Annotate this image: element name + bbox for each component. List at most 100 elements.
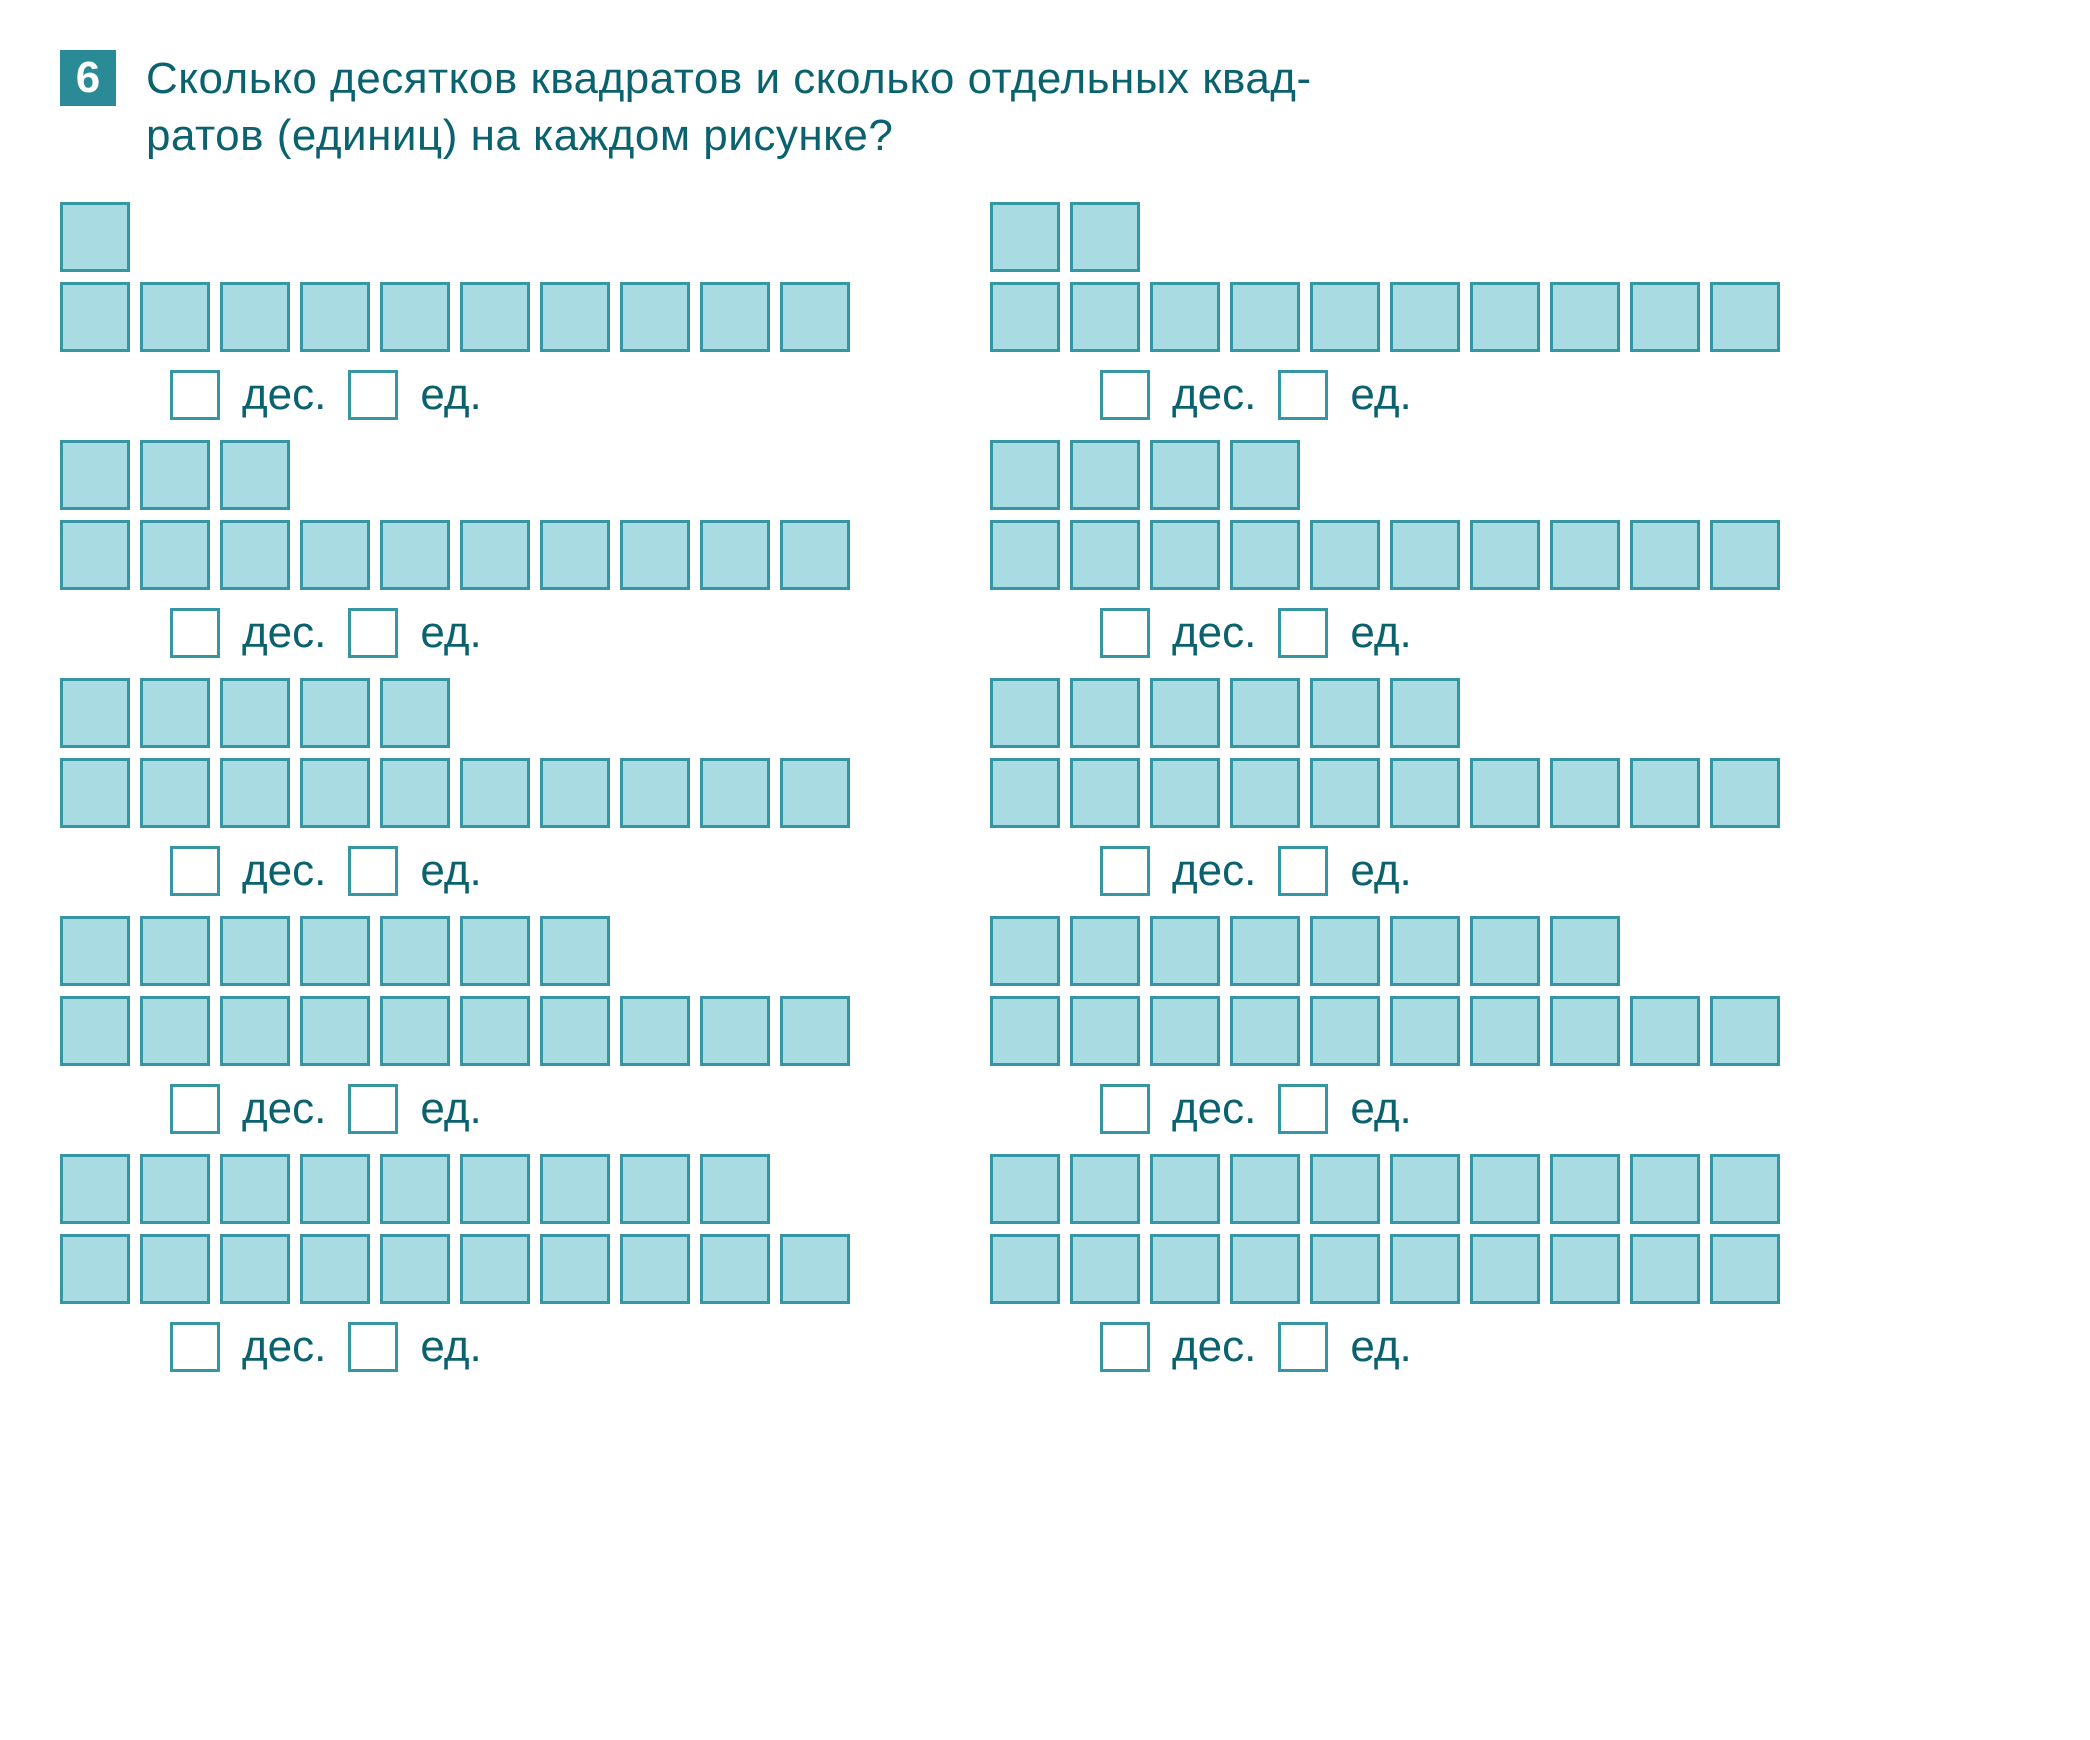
square-icon (1390, 1234, 1460, 1304)
exercise-number-badge: 6 (60, 50, 116, 106)
square-icon (780, 282, 850, 352)
square-icon (1070, 758, 1140, 828)
square-icon (140, 440, 210, 510)
square-icon (1630, 282, 1700, 352)
units-input-box[interactable] (348, 1322, 398, 1372)
square-icon (1710, 996, 1780, 1066)
square-row (990, 1154, 1780, 1224)
tens-label: дес. (1172, 846, 1256, 896)
tens-input-box[interactable] (170, 1322, 220, 1372)
exercise-header: 6 Сколько десятков квадратов и сколько о… (60, 50, 2030, 164)
square-icon (990, 678, 1060, 748)
square-icon (1630, 996, 1700, 1066)
square-row (990, 916, 1620, 986)
units-label: ед. (1350, 1322, 1411, 1372)
square-icon (220, 1234, 290, 1304)
tens-input-box[interactable] (170, 370, 220, 420)
units-label: ед. (420, 846, 481, 896)
square-row (60, 202, 130, 272)
square-icon (1630, 758, 1700, 828)
square-rows (990, 202, 1780, 352)
square-icon (1310, 678, 1380, 748)
tens-input-box[interactable] (1100, 1322, 1150, 1372)
units-input-box[interactable] (348, 370, 398, 420)
units-input-box[interactable] (348, 1084, 398, 1134)
square-icon (1310, 758, 1380, 828)
square-icon (1150, 520, 1220, 590)
units-label: ед. (1350, 846, 1411, 896)
square-row (990, 678, 1460, 748)
units-input-box[interactable] (1278, 370, 1328, 420)
square-row (60, 1234, 850, 1304)
square-icon (1390, 916, 1460, 986)
answer-line: дес.ед. (1100, 1322, 1412, 1372)
square-icon (1070, 996, 1140, 1066)
tens-input-box[interactable] (1100, 846, 1150, 896)
units-input-box[interactable] (1278, 846, 1328, 896)
units-input-box[interactable] (1278, 1084, 1328, 1134)
units-input-box[interactable] (1278, 608, 1328, 658)
units-input-box[interactable] (1278, 1322, 1328, 1372)
units-input-box[interactable] (348, 608, 398, 658)
worksheet-page: 6 Сколько десятков квадратов и сколько о… (0, 0, 2090, 1740)
square-icon (1470, 282, 1540, 352)
square-icon (220, 1154, 290, 1224)
square-icon (300, 1154, 370, 1224)
square-icon (1550, 1234, 1620, 1304)
square-rows (60, 678, 850, 828)
tens-label: дес. (242, 1084, 326, 1134)
square-icon (540, 758, 610, 828)
square-icon (1390, 282, 1460, 352)
square-icon (1070, 1154, 1140, 1224)
square-icon (380, 1234, 450, 1304)
units-label: ед. (420, 608, 481, 658)
square-rows (60, 916, 850, 1066)
square-icon (460, 1154, 530, 1224)
exercise-block: дес.ед. (990, 1154, 1780, 1372)
square-icon (300, 678, 370, 748)
prompt-line-1: Сколько десятков квадратов и сколько отд… (146, 54, 1312, 103)
square-icon (1070, 916, 1140, 986)
square-icon (1310, 1234, 1380, 1304)
square-icon (620, 1154, 690, 1224)
square-icon (460, 520, 530, 590)
square-row (60, 758, 850, 828)
square-icon (1230, 678, 1300, 748)
square-icon (780, 1234, 850, 1304)
square-icon (1550, 520, 1620, 590)
square-icon (1710, 758, 1780, 828)
square-icon (540, 282, 610, 352)
tens-input-box[interactable] (170, 846, 220, 896)
square-icon (300, 996, 370, 1066)
square-row (60, 282, 850, 352)
answer-line: дес.ед. (170, 846, 482, 896)
tens-input-box[interactable] (170, 1084, 220, 1134)
square-icon (1630, 1234, 1700, 1304)
square-icon (1310, 916, 1380, 986)
tens-input-box[interactable] (170, 608, 220, 658)
square-icon (220, 520, 290, 590)
tens-input-box[interactable] (1100, 608, 1150, 658)
square-icon (1230, 758, 1300, 828)
square-icon (540, 996, 610, 1066)
square-icon (1390, 1154, 1460, 1224)
square-icon (1150, 996, 1220, 1066)
square-icon (1150, 282, 1220, 352)
tens-input-box[interactable] (1100, 1084, 1150, 1134)
units-input-box[interactable] (348, 846, 398, 896)
square-icon (1710, 520, 1780, 590)
tens-input-box[interactable] (1100, 370, 1150, 420)
square-icon (1070, 440, 1140, 510)
square-icon (990, 758, 1060, 828)
square-icon (1390, 520, 1460, 590)
square-rows (60, 202, 850, 352)
square-icon (1470, 520, 1540, 590)
square-icon (1230, 996, 1300, 1066)
square-icon (1630, 520, 1700, 590)
square-icon (140, 758, 210, 828)
square-icon (60, 1234, 130, 1304)
square-icon (60, 996, 130, 1066)
answer-line: дес.ед. (170, 608, 482, 658)
square-icon (1550, 282, 1620, 352)
square-icon (700, 996, 770, 1066)
